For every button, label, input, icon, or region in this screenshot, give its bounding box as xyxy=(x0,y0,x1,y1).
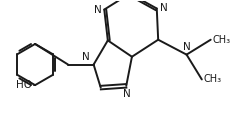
Text: N: N xyxy=(94,5,102,15)
Text: N: N xyxy=(160,4,167,14)
Text: N: N xyxy=(81,52,89,62)
Text: CH₃: CH₃ xyxy=(204,74,222,84)
Text: N: N xyxy=(183,42,191,52)
Text: CH₃: CH₃ xyxy=(213,35,231,45)
Text: N: N xyxy=(123,89,131,99)
Text: HO: HO xyxy=(16,80,32,90)
